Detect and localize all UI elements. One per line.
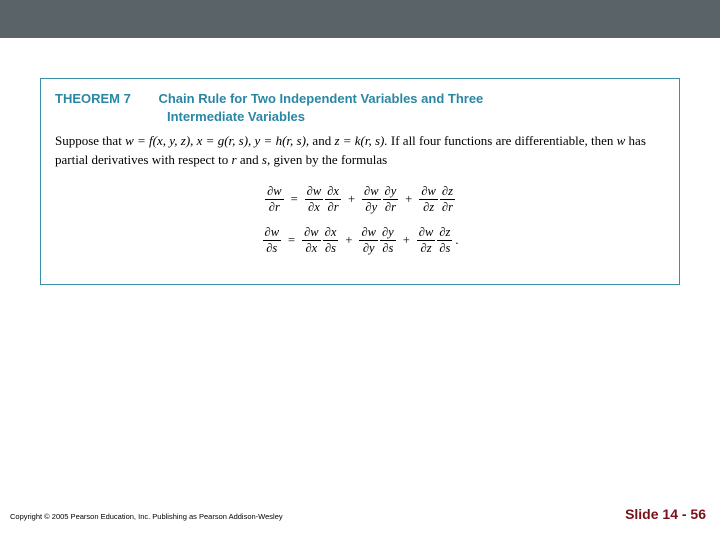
plus3: + (345, 233, 352, 248)
frac-dw-dx2: ∂w ∂x (302, 225, 321, 256)
theorem-box: THEOREM 7 Chain Rule for Two Independent… (40, 78, 680, 285)
theorem-subtitle: Intermediate Variables (167, 109, 665, 124)
frac-dz-ds: ∂z ∂s (437, 225, 452, 256)
body-prefix: Suppose that (55, 133, 125, 148)
formula-r: ∂w ∂r = ∂w ∂x ∂x ∂r + ∂w ∂y (55, 184, 665, 215)
frac-dy-ds: ∂y ∂s (380, 225, 396, 256)
plus4: + (403, 233, 410, 248)
body-eq1: w = f(x, y, z), x = g(r, s), y = h(r, s)… (125, 133, 309, 148)
period: . (455, 233, 458, 248)
frac-dw-ds: ∂w ∂s (263, 225, 282, 256)
frac-dw-dy2: ∂w ∂y (359, 225, 378, 256)
frac-dz-dr: ∂z ∂r (440, 184, 455, 215)
footer: Copyright © 2005 Pearson Education, Inc.… (10, 506, 706, 522)
frac-dw-dy: ∂w ∂y (362, 184, 381, 215)
formula-s: ∂w ∂s = ∂w ∂x ∂x ∂s + ∂w ∂y ∂y (55, 225, 665, 256)
theorem-label: THEOREM 7 (55, 91, 131, 106)
frac-dx-ds: ∂x ∂s (323, 225, 339, 256)
eq-sign: = (291, 192, 298, 207)
slide-number: Slide 14 - 56 (625, 506, 706, 522)
body-mid: and (309, 133, 334, 148)
formula-block: ∂w ∂r = ∂w ∂x ∂x ∂r + ∂w ∂y (55, 184, 665, 256)
frac-dw-dz: ∂w ∂z (419, 184, 438, 215)
plus2: + (405, 192, 412, 207)
body-and: and (237, 152, 262, 167)
content-area: THEOREM 7 Chain Rule for Two Independent… (0, 38, 720, 285)
frac-dy-dr: ∂y ∂r (383, 184, 399, 215)
body-suffix: If all four functions are differentiable… (388, 133, 617, 148)
body-eq2: z = k(r, s). (334, 133, 387, 148)
theorem-title: Chain Rule for Two Independent Variables… (158, 91, 483, 106)
w1: w (273, 184, 281, 198)
r1: r (275, 200, 280, 214)
plus1: + (348, 192, 355, 207)
eq-sign2: = (288, 233, 295, 248)
frac-dw-dz2: ∂w ∂z (417, 225, 436, 256)
theorem-header: THEOREM 7 Chain Rule for Two Independent… (55, 91, 665, 106)
frac-dx-dr: ∂x ∂r (325, 184, 341, 215)
frac-dw-dx: ∂w ∂x (305, 184, 324, 215)
copyright-text: Copyright © 2005 Pearson Education, Inc.… (10, 512, 283, 521)
body-final: , given by the formulas (267, 152, 387, 167)
frac-dw-dr: ∂w ∂r (265, 184, 284, 215)
body-w: w (617, 133, 626, 148)
top-bar (0, 0, 720, 38)
theorem-body: Suppose that w = f(x, y, z), x = g(r, s)… (55, 132, 665, 170)
